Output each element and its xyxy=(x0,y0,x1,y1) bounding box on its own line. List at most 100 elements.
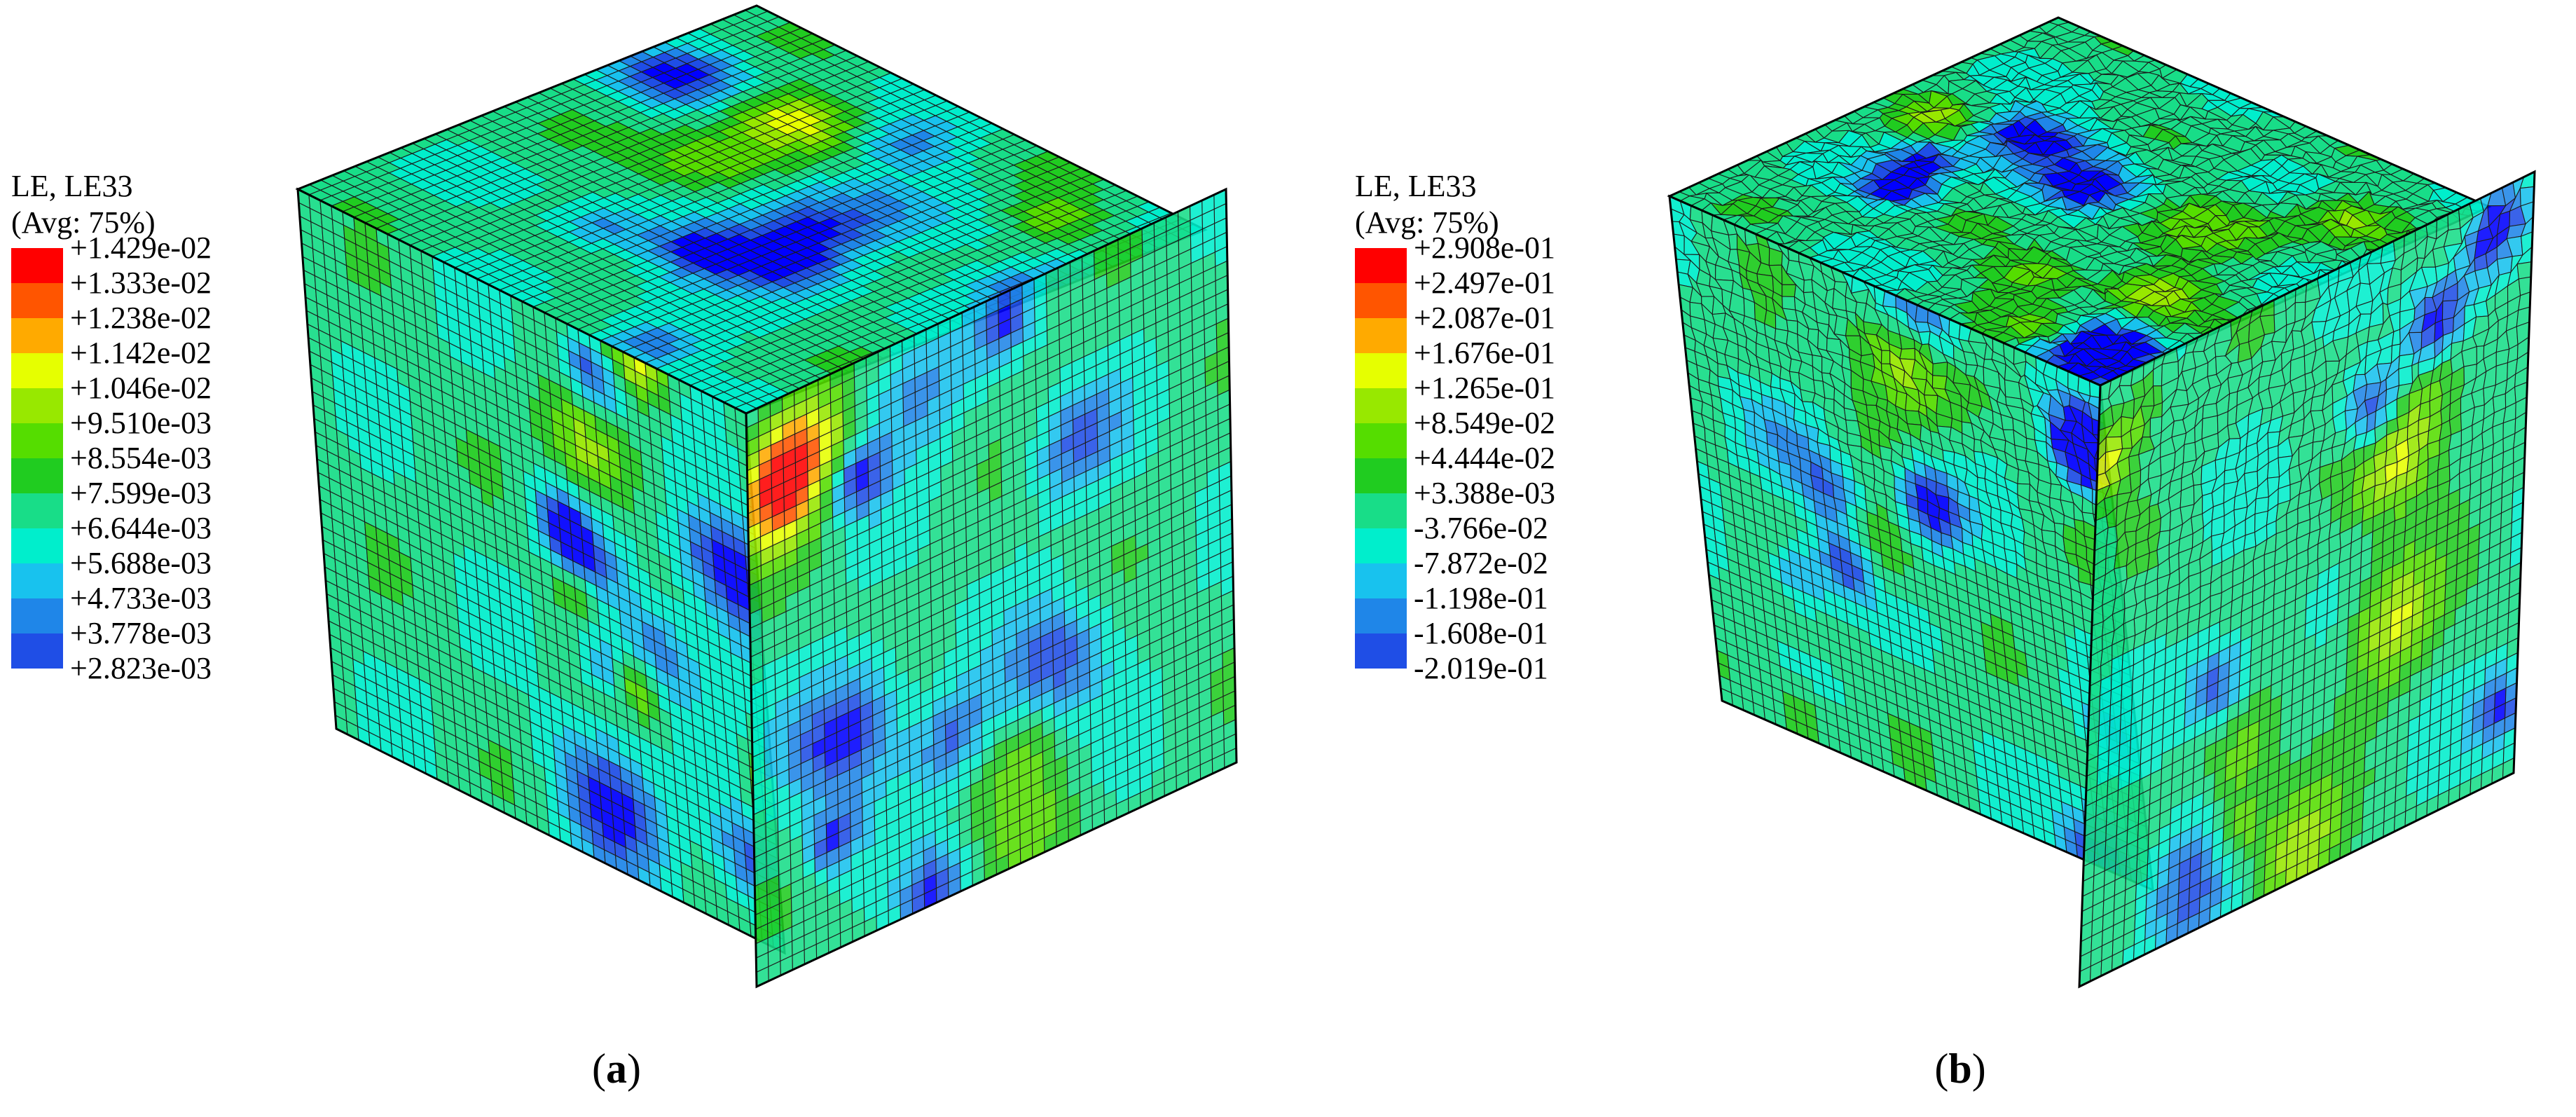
legend-scale: +1.429e-02 +1.333e-02 +1.238e-02 +1.142e-02… xyxy=(11,231,212,685)
caption-open: ( xyxy=(592,1046,606,1092)
legend-swatch xyxy=(1355,318,1407,353)
legend-swatch xyxy=(11,353,63,388)
legend-value: +1.429e-02 xyxy=(70,231,212,265)
legend-value: +4.733e-03 xyxy=(70,581,212,615)
legend-value: +8.549e-02 xyxy=(1414,406,1555,440)
legend-band: +3.778e-03 xyxy=(11,616,212,669)
legend-band: +1.238e-02 xyxy=(11,301,212,353)
legend-band: +6.644e-03 xyxy=(11,511,212,563)
legend-band: +1.333e-02 xyxy=(11,266,212,318)
legend-value: -3.766e-02 xyxy=(1414,511,1548,545)
legend-band: -1.608e-01 xyxy=(1355,616,1548,669)
fem-cube-b xyxy=(1667,16,2536,989)
legend-band: +4.733e-03 xyxy=(11,581,212,633)
legend-band: -3.766e-02 xyxy=(1355,511,1548,563)
legend-band: +1.046e-02 xyxy=(11,371,212,423)
legend-band: +3.388e-03 xyxy=(1355,476,1555,528)
legend-value: +1.046e-02 xyxy=(70,371,212,405)
legend-swatch xyxy=(11,388,63,423)
legend-subtitle: (Avg: 75%) xyxy=(1355,205,1499,240)
legend-value: +2.087e-01 xyxy=(1414,301,1555,335)
legend-value: +9.510e-03 xyxy=(70,406,212,440)
caption-letter: a xyxy=(606,1046,627,1092)
legend-value: -7.872e-02 xyxy=(1414,546,1548,580)
legend-value: +4.444e-02 xyxy=(1414,441,1555,475)
legend-swatch xyxy=(11,493,63,528)
legend-value: +2.908e-01 xyxy=(1414,231,1555,265)
legend-value: -1.608e-01 xyxy=(1414,616,1548,650)
legend-swatch xyxy=(11,563,63,598)
legend-value: +3.388e-03 xyxy=(1414,476,1555,510)
cube-top-face xyxy=(295,4,1208,415)
legend-b: LE, LE33 (Avg: 75%) +2.908e-01 +2.497e-01… xyxy=(1355,168,1555,685)
panel-a: LE, LE33 (Avg: 75%) +1.429e-02 +1.333e-02… xyxy=(11,4,1238,1093)
cube-right-face xyxy=(2078,170,2536,989)
legend-band: -1.198e-01 xyxy=(1355,581,1548,633)
caption-open: ( xyxy=(1934,1046,1949,1092)
legend-value: +1.142e-02 xyxy=(70,336,212,370)
caption-close: ) xyxy=(1971,1046,1986,1092)
legend-swatch xyxy=(1355,563,1407,598)
legend-value: +1.238e-02 xyxy=(70,301,212,335)
panel-b: LE, LE33 (Avg: 75%) +2.908e-01 +2.497e-01… xyxy=(1288,0,2576,1117)
legend-band: +2.087e-01 xyxy=(1355,301,1555,353)
legend-band: +1.676e-01 xyxy=(1355,336,1555,388)
legend-band: +4.444e-02 xyxy=(1355,441,1555,493)
legend-band: -7.872e-02 xyxy=(1355,546,1548,598)
cube-right-face xyxy=(745,187,1238,989)
legend-swatch xyxy=(11,633,63,669)
legend-swatch xyxy=(11,283,63,318)
legend-swatch xyxy=(1355,283,1407,318)
cube-left-face xyxy=(296,187,786,955)
legend-value: +2.497e-01 xyxy=(1414,266,1555,300)
legend-value: +1.333e-02 xyxy=(70,266,212,300)
legend-value: +3.778e-03 xyxy=(70,616,212,650)
legend-scale: +2.908e-01 +2.497e-01 +2.087e-01 +1.676e-01… xyxy=(1355,231,1555,685)
caption-b: (b) xyxy=(1890,1044,2030,1093)
legend-band: +9.510e-03 xyxy=(11,406,212,458)
legend-title: LE, LE33 xyxy=(1355,169,1477,203)
legend-band: +1.142e-02 xyxy=(11,336,212,388)
legend-value: +6.644e-03 xyxy=(70,511,212,545)
cube-top-face xyxy=(1667,16,2492,387)
fem-cube-a xyxy=(295,4,1238,989)
legend-swatch xyxy=(1355,528,1407,563)
legend-swatch xyxy=(1355,598,1407,633)
caption-close: ) xyxy=(627,1046,641,1092)
legend-band: +1.429e-02 xyxy=(11,231,212,283)
legend-band: +8.554e-03 xyxy=(11,441,212,493)
cube-left-face xyxy=(1668,194,2154,892)
legend-band: +7.599e-03 xyxy=(11,476,212,528)
legend-value: -1.198e-01 xyxy=(1414,581,1548,615)
legend-subtitle: (Avg: 75%) xyxy=(11,205,156,240)
legend-swatch xyxy=(11,423,63,458)
legend-a: LE, LE33 (Avg: 75%) +1.429e-02 +1.333e-02… xyxy=(11,168,212,685)
legend-swatch xyxy=(11,318,63,353)
legend-band: +2.908e-01 xyxy=(1355,231,1555,283)
legend-swatch xyxy=(1355,248,1407,283)
legend-swatch xyxy=(1355,353,1407,388)
legend-band: +8.549e-02 xyxy=(1355,406,1555,458)
legend-value: +7.599e-03 xyxy=(70,476,212,510)
legend-swatch xyxy=(1355,633,1407,669)
legend-title: LE, LE33 xyxy=(11,169,133,203)
legend-band: +1.265e-01 xyxy=(1355,371,1555,423)
legend-band: +2.497e-01 xyxy=(1355,266,1555,318)
legend-swatch xyxy=(1355,423,1407,458)
legend-swatch xyxy=(11,598,63,633)
legend-swatch xyxy=(1355,458,1407,493)
legend-value: -2.019e-01 xyxy=(1414,651,1548,685)
legend-swatch xyxy=(11,458,63,493)
caption-letter: b xyxy=(1948,1046,1972,1092)
legend-band: +5.688e-03 xyxy=(11,546,212,598)
legend-value: +8.554e-03 xyxy=(70,441,212,475)
legend-swatch xyxy=(1355,388,1407,423)
legend-swatch xyxy=(11,248,63,283)
legend-swatch xyxy=(11,528,63,563)
legend-value: +2.823e-03 xyxy=(70,651,212,685)
legend-value: +1.265e-01 xyxy=(1414,371,1555,405)
legend-value: +1.676e-01 xyxy=(1414,336,1555,370)
legend-value: +5.688e-03 xyxy=(70,546,212,580)
legend-swatch xyxy=(1355,493,1407,528)
caption-a: (a) xyxy=(546,1044,687,1093)
